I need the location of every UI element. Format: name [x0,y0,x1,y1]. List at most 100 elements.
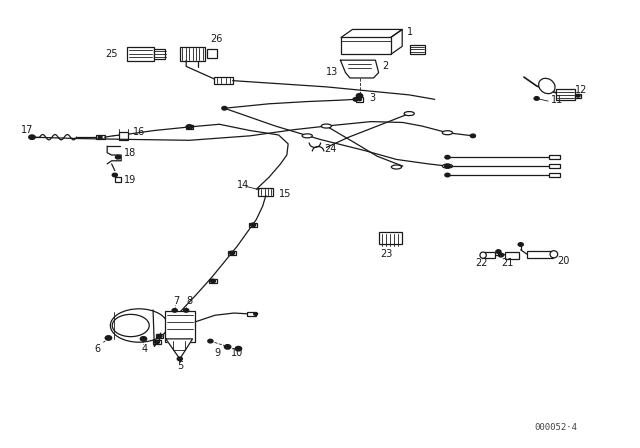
Circle shape [157,334,162,338]
Text: 18: 18 [124,148,136,158]
Bar [548,173,560,177]
Ellipse shape [442,164,452,168]
Text: 15: 15 [278,189,291,199]
Bar [258,188,273,195]
Bar [207,49,217,58]
Circle shape [140,336,147,341]
Circle shape [253,313,257,315]
Ellipse shape [480,252,486,258]
Bar [410,44,426,54]
Text: 5: 5 [177,362,184,371]
Bar [527,251,552,258]
Ellipse shape [404,112,414,116]
Circle shape [250,223,255,227]
Circle shape [211,279,216,283]
Bar [164,311,195,341]
Circle shape [186,125,193,129]
Text: 12: 12 [575,85,588,95]
Bar [156,334,163,338]
Bar [119,132,128,140]
Circle shape [230,251,235,255]
Text: 17: 17 [20,125,33,134]
Ellipse shape [550,251,557,258]
Bar [246,312,255,316]
Bar [575,94,581,98]
Circle shape [208,339,213,343]
Circle shape [534,97,540,100]
Circle shape [177,357,182,361]
Bar [484,252,495,258]
Circle shape [112,173,117,177]
Bar [506,252,520,259]
Circle shape [99,136,102,138]
Ellipse shape [112,314,149,336]
Bar [379,233,401,244]
Circle shape [499,254,504,257]
Text: 26: 26 [211,34,223,44]
Circle shape [445,164,450,168]
Circle shape [445,164,450,168]
Circle shape [356,94,363,98]
Bar [96,135,104,139]
Bar [341,38,391,54]
Text: 25: 25 [105,49,118,59]
Circle shape [518,243,524,246]
Text: 23: 23 [381,249,393,259]
Circle shape [29,135,35,139]
Circle shape [470,134,476,138]
Bar [115,177,121,182]
Bar [548,155,560,159]
Circle shape [445,173,450,177]
Text: 16: 16 [133,127,145,137]
Text: 11: 11 [550,95,563,105]
Circle shape [353,98,358,101]
Text: 3: 3 [369,94,375,103]
Text: 7: 7 [173,296,180,306]
Bar [180,47,205,60]
Text: 21: 21 [501,258,513,268]
Ellipse shape [442,131,452,135]
Text: 6: 6 [95,344,100,353]
Text: 000052·4: 000052·4 [534,423,577,432]
Bar [153,340,161,344]
Bar [154,49,165,59]
Text: 20: 20 [557,256,570,266]
Circle shape [115,155,120,159]
Circle shape [172,309,177,312]
Circle shape [358,98,362,101]
Polygon shape [166,339,193,359]
Bar [209,279,217,283]
Text: 8: 8 [186,296,192,306]
Circle shape [445,155,450,159]
Circle shape [225,345,231,349]
Bar [127,47,154,60]
Bar [186,125,193,129]
Circle shape [236,346,242,351]
Circle shape [184,309,189,312]
Circle shape [222,107,227,110]
Text: 2: 2 [382,61,388,71]
Circle shape [576,95,580,97]
Bar [556,89,575,100]
Circle shape [496,250,501,254]
Text: 19: 19 [124,175,136,185]
Text: 1: 1 [407,27,413,37]
Bar [214,77,233,84]
Text: 13: 13 [326,67,339,77]
Ellipse shape [321,124,332,128]
Circle shape [154,340,159,344]
Bar [249,223,257,227]
Text: 4: 4 [141,344,148,353]
Ellipse shape [110,309,168,342]
Bar [228,251,236,255]
Text: 24: 24 [324,144,337,154]
Ellipse shape [392,165,401,169]
Bar [548,164,560,168]
Ellipse shape [539,78,555,94]
Ellipse shape [302,134,312,138]
Bar [356,97,364,102]
Text: 22: 22 [476,258,488,268]
Text: 10: 10 [231,348,243,358]
Text: 14: 14 [237,180,250,190]
Text: 9: 9 [215,348,221,358]
